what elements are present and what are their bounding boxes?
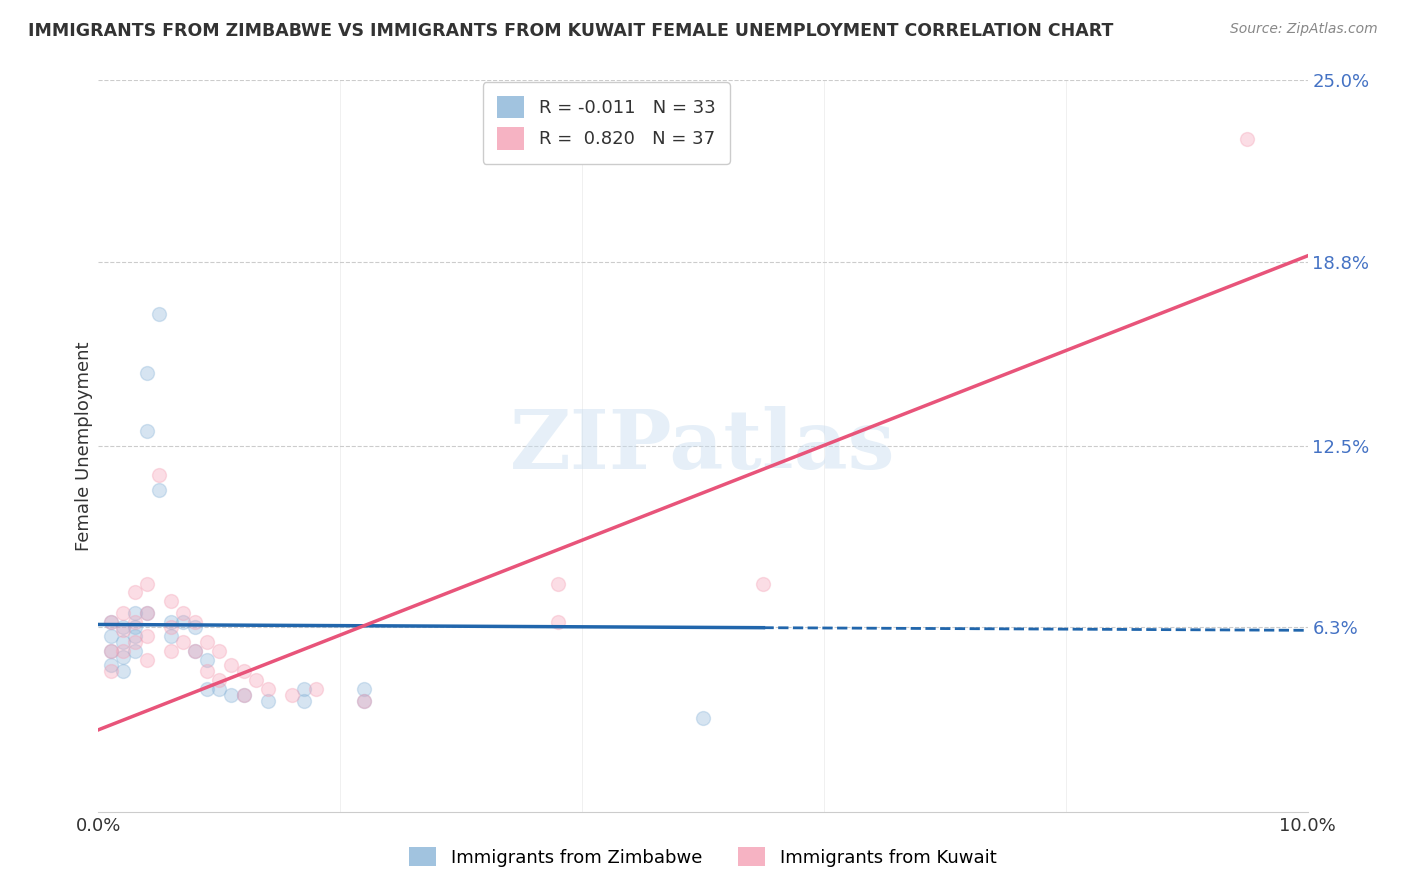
Point [111, 649, 134, 664]
Point [100, 615, 122, 629]
Point [172, 615, 194, 629]
Point [160, 594, 183, 608]
Point [135, 606, 157, 620]
Point [232, 665, 254, 679]
Point [547, 615, 569, 629]
Y-axis label: Female Unemployment: Female Unemployment [75, 342, 93, 550]
Point [111, 635, 134, 649]
Legend: Immigrants from Zimbabwe, Immigrants from Kuwait: Immigrants from Zimbabwe, Immigrants fro… [402, 840, 1004, 874]
Point [195, 665, 218, 679]
Point [111, 624, 134, 638]
Point [124, 644, 146, 658]
Point [245, 673, 267, 687]
Point [148, 307, 170, 321]
Point [184, 644, 207, 658]
Point [195, 652, 218, 666]
Point [232, 688, 254, 702]
Point [135, 629, 157, 643]
Point [160, 620, 183, 634]
Point [100, 658, 122, 673]
Point [111, 620, 134, 634]
Point [208, 673, 231, 687]
Point [184, 615, 207, 629]
Point [221, 658, 243, 673]
Point [184, 644, 207, 658]
Point [353, 693, 375, 707]
Point [281, 688, 304, 702]
Point [353, 681, 375, 696]
Point [135, 425, 157, 439]
Point [135, 652, 157, 666]
Text: Source: ZipAtlas.com: Source: ZipAtlas.com [1230, 22, 1378, 37]
Point [353, 693, 375, 707]
Point [124, 606, 146, 620]
Point [124, 620, 146, 634]
Point [256, 693, 278, 707]
Point [292, 681, 315, 696]
Point [100, 644, 122, 658]
Point [195, 635, 218, 649]
Point [160, 629, 183, 643]
Legend: R = -0.011   N = 33, R =  0.820   N = 37: R = -0.011 N = 33, R = 0.820 N = 37 [482, 82, 730, 164]
Point [160, 615, 183, 629]
Point [135, 576, 157, 591]
Point [184, 620, 207, 634]
Point [124, 615, 146, 629]
Point [135, 606, 157, 620]
Point [292, 693, 315, 707]
Point [305, 681, 328, 696]
Point [100, 615, 122, 629]
Text: ZIPatlas: ZIPatlas [510, 406, 896, 486]
Point [111, 606, 134, 620]
Point [124, 585, 146, 599]
Point [195, 681, 218, 696]
Point [148, 483, 170, 497]
Point [100, 629, 122, 643]
Point [111, 665, 134, 679]
Point [692, 711, 714, 725]
Point [148, 468, 170, 483]
Point [100, 644, 122, 658]
Point [752, 576, 775, 591]
Point [208, 681, 231, 696]
Text: IMMIGRANTS FROM ZIMBABWE VS IMMIGRANTS FROM KUWAIT FEMALE UNEMPLOYMENT CORRELATI: IMMIGRANTS FROM ZIMBABWE VS IMMIGRANTS F… [28, 22, 1114, 40]
Point [124, 629, 146, 643]
Point [124, 635, 146, 649]
Point [256, 681, 278, 696]
Point [160, 644, 183, 658]
Point [208, 644, 231, 658]
Point [172, 635, 194, 649]
Point [172, 606, 194, 620]
Point [547, 576, 569, 591]
Point [100, 665, 122, 679]
Point [221, 688, 243, 702]
Point [1236, 132, 1258, 146]
Point [135, 366, 157, 380]
Point [111, 644, 134, 658]
Point [232, 688, 254, 702]
